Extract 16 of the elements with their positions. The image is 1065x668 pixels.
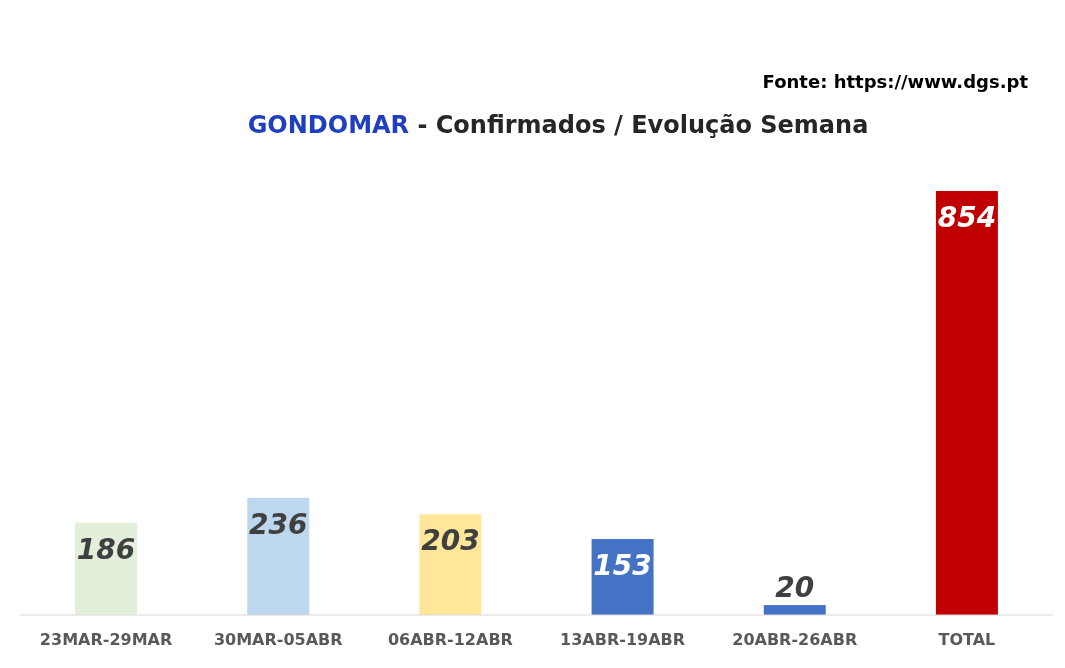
bar [763, 605, 826, 615]
bar [935, 191, 998, 615]
x-tick-label: 23MAR-29MAR [39, 630, 173, 649]
x-tick-label: 20ABR-26ABR [732, 630, 858, 649]
source-note: Fonte: https://www.dgs.pt [762, 71, 1029, 92]
data-label: 854 [937, 201, 997, 234]
data-label: 20 [775, 571, 815, 605]
data-label: 236 [249, 507, 308, 541]
chart-title: GONDOMAR - Confirmados / Evolução Semana [247, 111, 869, 139]
data-label: 153 [593, 549, 652, 583]
x-tick-label: 30MAR-05ABR [213, 630, 343, 649]
x-tick-label: 06ABR-12ABR [387, 630, 513, 649]
x-tick-label: 13ABR-19ABR [560, 630, 686, 649]
data-label: 203 [421, 524, 480, 558]
data-label: 186 [76, 532, 136, 566]
x-tick-label: TOTAL [938, 630, 996, 649]
